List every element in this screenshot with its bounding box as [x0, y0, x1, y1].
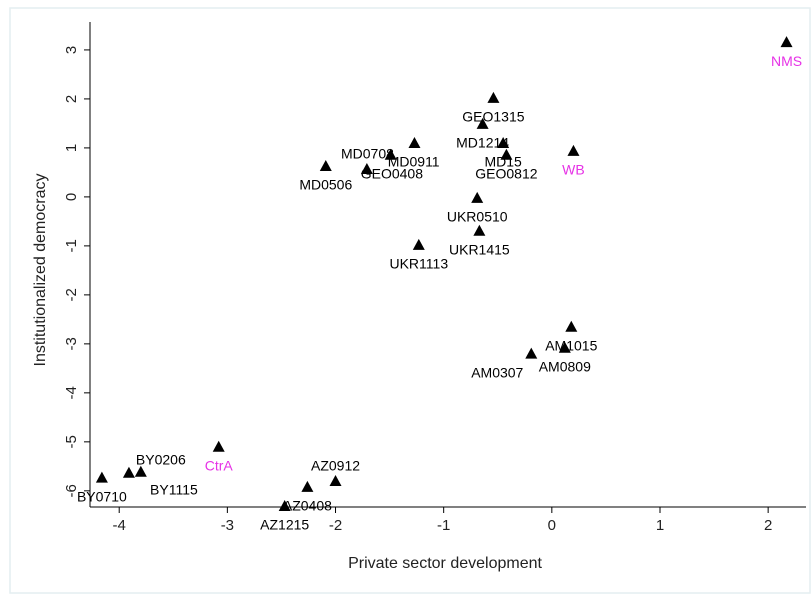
y-tick-label: 0: [63, 193, 80, 201]
point-label: UKR1415: [449, 241, 510, 257]
point: [301, 480, 314, 492]
point-label: GEO1315: [462, 109, 524, 125]
point: [500, 148, 513, 160]
point: [487, 91, 500, 103]
point: [780, 36, 793, 48]
x-tick-label: -3: [221, 517, 234, 534]
point-label: AM0307: [471, 364, 523, 380]
point-label: AM1015: [545, 337, 597, 353]
point: [408, 137, 421, 149]
point: [360, 162, 373, 174]
panel-border: [9, 7, 811, 594]
point-label: BY0710: [77, 488, 127, 504]
y-tick-label: -1: [63, 239, 80, 252]
point: [473, 224, 486, 236]
point-label: GEO0408: [361, 166, 423, 182]
point: [122, 466, 135, 478]
point: [329, 475, 342, 487]
y-tick-label: -3: [63, 337, 80, 350]
x-tick-label: 0: [548, 517, 556, 534]
x-tick-label: 2: [764, 517, 772, 534]
point: [476, 117, 489, 129]
point: [497, 137, 510, 149]
point: [212, 440, 225, 452]
point-label: NMS: [771, 53, 802, 69]
point-label: AM0809: [539, 358, 591, 374]
point-label: UKR1113: [389, 256, 448, 272]
x-tick-label: 1: [656, 517, 664, 534]
y-tick-label: 3: [63, 46, 80, 54]
y-tick-label: -2: [63, 288, 80, 301]
point-label: MD0506: [299, 177, 352, 193]
x-axis-title: Private sector development: [348, 555, 542, 572]
point: [558, 341, 571, 353]
x-tick-label: -1: [437, 517, 450, 534]
y-tick-label: 2: [63, 95, 80, 103]
point: [525, 347, 538, 359]
point-label: MD0708: [341, 146, 394, 162]
point: [319, 160, 332, 172]
x-tick-label: -2: [329, 517, 342, 534]
point-label: AZ0408: [283, 498, 332, 514]
point-label: AZ0912: [311, 458, 360, 474]
y-axis-title: Institutionalized democracy: [32, 174, 49, 367]
point-label: BY0206: [136, 451, 186, 467]
point: [95, 471, 108, 483]
point-label: AZ1215: [260, 517, 309, 533]
y-tick-label: -4: [63, 386, 80, 399]
x-tick-label: -4: [113, 517, 126, 534]
point: [412, 238, 425, 250]
point-label: BY1115: [150, 481, 198, 497]
point-label: UKR0510: [447, 209, 508, 225]
point-label: MD0911: [388, 153, 440, 169]
point: [565, 320, 578, 332]
point-label: WB: [562, 162, 585, 178]
point: [471, 191, 484, 203]
point: [134, 465, 147, 477]
point-label: GEO0812: [475, 165, 537, 181]
point: [278, 500, 291, 512]
point-label: CtrA: [205, 457, 234, 473]
y-tick-label: 1: [63, 144, 80, 152]
point: [567, 144, 580, 156]
point: [384, 148, 397, 160]
point-label: MD1214: [456, 135, 509, 151]
y-tick-label: -6: [63, 484, 80, 497]
y-tick-label: -5: [63, 435, 80, 448]
point-label: MD15: [484, 154, 522, 170]
